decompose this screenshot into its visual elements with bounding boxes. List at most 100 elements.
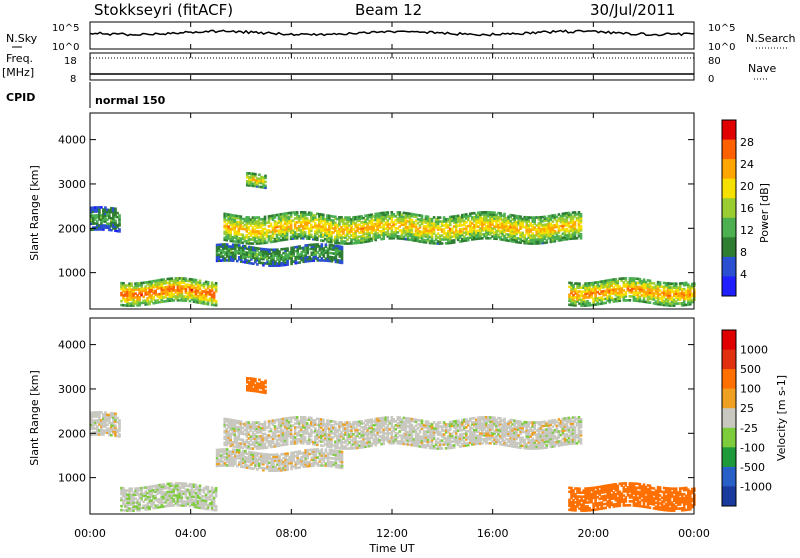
nave-label: Nave: [748, 62, 776, 75]
heatmap-cell: [286, 247, 289, 250]
nsky-tick-bottom: 10^0: [52, 42, 79, 53]
heatmap-cell: [451, 228, 454, 231]
nsky-tick-top: 10^5: [52, 23, 79, 34]
heatmap-cell: [503, 213, 506, 216]
heatmap-cell: [453, 444, 456, 447]
heatmap-cell: [325, 243, 328, 246]
heatmap-cell: [519, 215, 522, 218]
heatmap-cell: [215, 282, 218, 285]
heatmap-cell: [314, 222, 317, 225]
nsky-trace: [90, 30, 694, 35]
heatmap-cell: [580, 233, 583, 236]
heatmap-cell: [334, 222, 337, 225]
y-tick-label: 4000: [58, 134, 86, 147]
freq-label: Freq.: [6, 52, 33, 65]
heatmap-cell: [264, 185, 267, 188]
heatmap-cell: [441, 447, 444, 450]
heatmap-cell: [264, 175, 267, 178]
heatmap-cell: [266, 241, 269, 244]
heatmap-cell: [629, 299, 632, 302]
heatmap-cell: [215, 300, 218, 303]
nave-tick-top: 80: [708, 56, 721, 67]
heatmap-cell: [211, 282, 214, 285]
heatmap-cell: [199, 280, 202, 283]
heatmap-cell: [310, 429, 313, 432]
heatmap-cell: [130, 282, 133, 285]
heatmap-cell: [421, 420, 424, 423]
heatmap-cell: [411, 424, 414, 427]
heatmap-cell: [451, 433, 454, 436]
heatmap-cell: [465, 221, 468, 224]
power-yaxis: 4000 3000 2000 1000: [58, 134, 694, 280]
heatmap-cell: [240, 420, 243, 423]
heatmap-cell: [387, 211, 390, 214]
heatmap-cell: [242, 439, 245, 442]
nsearch-tick-bottom: 10^0: [708, 42, 735, 53]
heatmap-cell: [421, 215, 424, 218]
heatmap-cell: [441, 242, 444, 245]
heatmap-cell: [643, 278, 646, 281]
nsky-label: N.Sky: [6, 32, 38, 45]
nsearch-label: N.Search: [746, 32, 796, 45]
y-tick-label: 3000: [58, 178, 86, 191]
heatmap-cell: [195, 279, 198, 282]
heatmap-cell: [334, 216, 337, 219]
heatmap-cell: [264, 181, 267, 184]
date-label: 30/Jul/2011: [590, 1, 675, 19]
heatmap-cell: [439, 421, 442, 424]
heatmap-cell: [118, 228, 121, 231]
cpid-label: CPID: [6, 91, 35, 104]
y-tick-label: 1000: [58, 267, 86, 280]
heatmap-cell: [254, 173, 257, 176]
y-tick-label: 2000: [58, 222, 86, 235]
station-title: Stokkseyri (fitACF): [94, 1, 233, 19]
heatmap-cell: [266, 446, 269, 449]
heatmap-cell: [649, 280, 652, 283]
heatmap-cell: [207, 281, 210, 284]
heatmap-cell: [310, 439, 313, 442]
heatmap-cell: [546, 239, 549, 242]
heatmap-cell: [659, 281, 662, 284]
heatmap-cell: [334, 427, 337, 430]
power-ylabel: Slant Range [km]: [28, 165, 41, 261]
freq-unit-label: [MHz]: [2, 66, 34, 79]
beam-label: Beam 12: [355, 1, 422, 19]
heatmap-cell: [296, 416, 299, 419]
heatmap-cell: [604, 302, 607, 305]
heatmap-cell: [659, 289, 662, 292]
heatmap-cell: [499, 212, 502, 215]
heatmap-cell: [114, 220, 117, 223]
heatmap-cell: [578, 282, 581, 285]
heatmap-cell: [439, 216, 442, 219]
nsearch-tick-top: 10^5: [708, 23, 735, 34]
heatmap-cell: [411, 219, 414, 222]
heatmap-cell: [154, 290, 157, 293]
heatmap-cell: [521, 232, 524, 235]
power-heatmap: [90, 172, 696, 307]
heatmap-cell: [314, 427, 317, 430]
heatmap-cell: [304, 436, 307, 439]
velocity-heatmap: [90, 377, 696, 512]
heatmap-cell: [322, 419, 325, 422]
heatmap-cell: [142, 296, 145, 299]
heatmap-cell: [387, 416, 390, 419]
heatmap-cell: [453, 239, 456, 242]
heatmap-cell: [242, 234, 245, 237]
heatmap-cell: [264, 216, 267, 219]
heatmap-cell: [334, 421, 337, 424]
heatmap-cell: [465, 426, 468, 429]
heatmap-cell: [310, 224, 313, 227]
heatmap-cell: [322, 214, 325, 217]
heatmap-cell: [270, 223, 273, 226]
heatmap-cell: [118, 214, 121, 217]
heatmap-cell: [114, 208, 117, 211]
heatmap-cell: [675, 282, 678, 285]
heatmap-cell: [116, 212, 119, 215]
heatmap-cell: [270, 428, 273, 431]
heatmap-cell: [310, 234, 313, 237]
heatmap-cell: [653, 282, 656, 285]
heatmap-cell: [298, 261, 301, 264]
heatmap-cell: [649, 301, 652, 304]
heatmap-cell: [625, 277, 628, 280]
